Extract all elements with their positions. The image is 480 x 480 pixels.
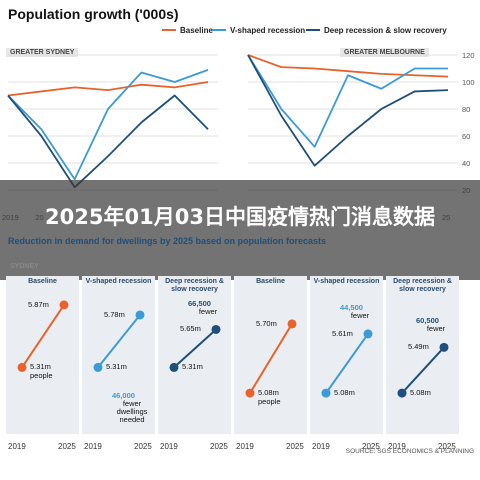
year-label: 2025 (286, 442, 304, 451)
slope-line (249, 323, 293, 394)
panel-heading: Deep recession & slow recovery (165, 278, 224, 293)
slope-panel: Baseline 5.70m 5.08m people 2019 2025 (234, 276, 307, 451)
slope-svg (321, 329, 373, 398)
legend-label: Deep recession & slow recovery (324, 25, 447, 35)
start-value-label: 5.31m (106, 362, 127, 372)
year-label: 2019 (160, 442, 178, 451)
year-label: 2019 (236, 442, 254, 451)
panel-heading: V-shaped recession (85, 278, 152, 285)
year-label: 2019 (312, 442, 330, 451)
slope-panel: Deep recession & slow recovery 5.49m 5.08m… (386, 276, 459, 451)
start-point (169, 362, 179, 372)
slope-line (97, 314, 141, 369)
year-label: 2025 (362, 442, 380, 451)
reduction-title: Reduction in demand for dwellings by 202… (8, 236, 327, 246)
chart-title: Population growth ('000s) (8, 6, 179, 22)
start-sub-label: people (30, 371, 53, 381)
series-line-vshaped (7, 69, 209, 181)
series-line-baseline (7, 81, 209, 97)
slope-line (21, 304, 65, 368)
note-text: fewer (198, 307, 218, 316)
year-label: 2025 (58, 442, 76, 451)
end-value-label: 5.78m (104, 309, 125, 319)
legend-label: V-shaped recession (230, 25, 306, 35)
series-line-deep (247, 54, 449, 167)
start-sub-label: people (258, 397, 281, 407)
source-note: SOURCE: SGS ECONOMICS & PLANNING (345, 448, 474, 455)
series-line-baseline (247, 54, 449, 78)
slope-svg (17, 300, 69, 372)
slope-line (325, 333, 369, 394)
slope-svg (397, 342, 449, 398)
slope-panel: Baseline 5.87m 5.31m people 2019 2025 (6, 276, 79, 451)
panel-heading: V-shaped recession (313, 278, 380, 285)
slope-svg (93, 310, 145, 372)
year-label: 2025 (438, 442, 456, 451)
series-line-deep (7, 94, 209, 189)
end-value-label: 5.49m (408, 342, 429, 352)
start-point (397, 388, 407, 398)
start-point (321, 388, 331, 398)
y-tick-label: 40 (462, 159, 470, 168)
slope-panel: V-shaped recession 5.61m 5.08m 44,500 fewer 2… (310, 276, 383, 451)
panel-heading: Deep recession & slow recovery (393, 278, 452, 293)
note-value: 44,500 (340, 302, 363, 312)
end-point (287, 319, 297, 329)
legend-vshaped: V-shaped recession (212, 24, 305, 36)
start-value-label: 5.08m (258, 388, 279, 398)
slope-svg (245, 319, 297, 398)
end-point (135, 310, 145, 320)
title-overlay-band (0, 180, 480, 280)
slope-svg (169, 324, 221, 372)
panel-heading: Baseline (256, 278, 285, 285)
y-tick-label: 80 (462, 105, 470, 114)
start-value-label: 5.31m (182, 362, 203, 372)
note-text: fewer (350, 310, 370, 320)
note-value: 66,500 (188, 299, 211, 308)
year-label: 2019 (84, 442, 102, 451)
note-text: fewer (426, 324, 446, 334)
overlay-title: 2025年01月03日中国疫情热门消息数据 (45, 205, 435, 229)
panel-heading: Baseline (28, 278, 57, 285)
start-point (93, 362, 103, 372)
slope-line (173, 328, 217, 369)
note-value: 60,500 (416, 316, 439, 326)
slope-line (401, 346, 445, 394)
series-line-vshaped (247, 54, 448, 148)
legend-swatch (306, 29, 320, 31)
y-tick-label: 100 (462, 78, 475, 87)
start-point (245, 388, 255, 398)
end-value-label: 5.70m (256, 318, 277, 328)
note-value: 46,000 (112, 391, 135, 400)
end-value-label: 5.61m (332, 328, 353, 338)
start-value-label: 5.08m (334, 388, 355, 398)
legend-deep: Deep recession & slow recovery (306, 24, 447, 36)
end-value-label: 5.87m (28, 299, 49, 309)
legend-swatch (212, 29, 226, 31)
end-point (59, 300, 69, 310)
note-text: fewer dwellings needed (116, 399, 148, 424)
region-label-sydney: GREATER SYDNEY (6, 48, 79, 57)
y-tick-label: 60 (462, 132, 470, 141)
end-value-label: 5.65m (180, 324, 201, 334)
region-label-melbourne: GREATER MELBOURNE (340, 48, 429, 57)
end-point (439, 342, 449, 352)
legend-baseline: Baseline (162, 24, 213, 36)
start-value-label: 5.08m (410, 388, 431, 398)
year-label: 2025 (134, 442, 152, 451)
year-label: 2019 (8, 442, 26, 451)
end-point (363, 329, 373, 339)
legend-swatch (162, 29, 176, 31)
legend-label: Baseline (180, 25, 213, 35)
start-value-label: 5.31m (30, 362, 51, 372)
year-label: 2025 (210, 442, 228, 451)
y-tick-label: 120 (462, 51, 475, 60)
slope-panel: Deep recession & slow recovery 5.65m 5.31m… (158, 276, 231, 451)
year-label: 2019 (388, 442, 406, 451)
region-label-sydney-small: SYDNEY (10, 263, 39, 270)
start-point (17, 362, 27, 372)
slope-panel: V-shaped recession 5.78m 5.31m 46,000 fewer … (82, 276, 155, 451)
end-point (211, 324, 221, 334)
